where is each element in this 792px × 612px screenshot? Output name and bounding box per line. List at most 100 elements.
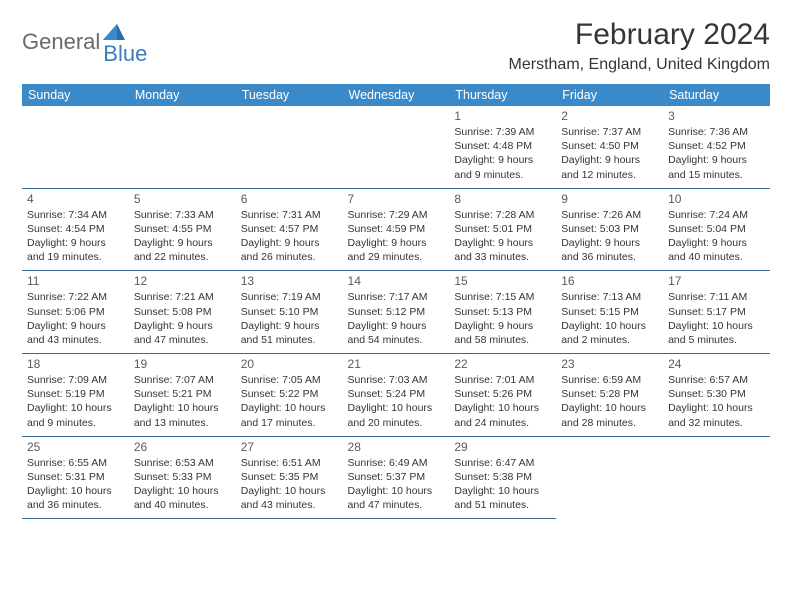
day-number: 25 [27, 440, 124, 454]
day-cell: 5 Sunrise: 7:33 AMSunset: 4:55 PMDaylight… [129, 188, 236, 271]
empty-cell [22, 106, 129, 188]
day-number: 23 [561, 357, 658, 371]
day-cell: 2 Sunrise: 7:37 AMSunset: 4:50 PMDaylight… [556, 106, 663, 188]
calendar-row: 1 Sunrise: 7:39 AMSunset: 4:48 PMDaylight… [22, 106, 770, 188]
day-cell: 29 Sunrise: 6:47 AMSunset: 5:38 PMDayligh… [449, 436, 556, 519]
col-saturday: Saturday [663, 84, 770, 106]
col-monday: Monday [129, 84, 236, 106]
day-info: Sunrise: 7:28 AMSunset: 5:01 PMDaylight:… [454, 208, 551, 265]
day-info: Sunrise: 6:47 AMSunset: 5:38 PMDaylight:… [454, 456, 551, 513]
day-info: Sunrise: 7:39 AMSunset: 4:48 PMDaylight:… [454, 125, 551, 182]
col-tuesday: Tuesday [236, 84, 343, 106]
day-info: Sunrise: 7:01 AMSunset: 5:26 PMDaylight:… [454, 373, 551, 430]
col-friday: Friday [556, 84, 663, 106]
day-info: Sunrise: 7:11 AMSunset: 5:17 PMDaylight:… [668, 290, 765, 347]
calendar-row: 25 Sunrise: 6:55 AMSunset: 5:31 PMDayligh… [22, 436, 770, 519]
day-number: 5 [134, 192, 231, 206]
empty-cell [129, 106, 236, 188]
day-number: 6 [241, 192, 338, 206]
day-cell: 18 Sunrise: 7:09 AMSunset: 5:19 PMDayligh… [22, 354, 129, 437]
day-number: 7 [348, 192, 445, 206]
day-cell: 15 Sunrise: 7:15 AMSunset: 5:13 PMDayligh… [449, 271, 556, 354]
day-info: Sunrise: 7:03 AMSunset: 5:24 PMDaylight:… [348, 373, 445, 430]
col-thursday: Thursday [449, 84, 556, 106]
day-number: 17 [668, 274, 765, 288]
day-info: Sunrise: 6:57 AMSunset: 5:30 PMDaylight:… [668, 373, 765, 430]
day-header-row: Sunday Monday Tuesday Wednesday Thursday… [22, 84, 770, 106]
day-number: 16 [561, 274, 658, 288]
day-number: 20 [241, 357, 338, 371]
empty-cell [556, 436, 663, 519]
day-info: Sunrise: 7:05 AMSunset: 5:22 PMDaylight:… [241, 373, 338, 430]
day-cell: 11 Sunrise: 7:22 AMSunset: 5:06 PMDayligh… [22, 271, 129, 354]
day-info: Sunrise: 7:22 AMSunset: 5:06 PMDaylight:… [27, 290, 124, 347]
location-text: Merstham, England, United Kingdom [509, 56, 770, 74]
day-info: Sunrise: 6:55 AMSunset: 5:31 PMDaylight:… [27, 456, 124, 513]
day-number: 24 [668, 357, 765, 371]
day-number: 22 [454, 357, 551, 371]
day-info: Sunrise: 7:21 AMSunset: 5:08 PMDaylight:… [134, 290, 231, 347]
day-cell: 16 Sunrise: 7:13 AMSunset: 5:15 PMDayligh… [556, 271, 663, 354]
day-number: 1 [454, 109, 551, 123]
day-info: Sunrise: 7:36 AMSunset: 4:52 PMDaylight:… [668, 125, 765, 182]
empty-cell [236, 106, 343, 188]
col-wednesday: Wednesday [343, 84, 450, 106]
day-number: 2 [561, 109, 658, 123]
day-info: Sunrise: 7:29 AMSunset: 4:59 PMDaylight:… [348, 208, 445, 265]
day-info: Sunrise: 7:37 AMSunset: 4:50 PMDaylight:… [561, 125, 658, 182]
day-cell: 23 Sunrise: 6:59 AMSunset: 5:28 PMDayligh… [556, 354, 663, 437]
day-cell: 22 Sunrise: 7:01 AMSunset: 5:26 PMDayligh… [449, 354, 556, 437]
day-cell: 1 Sunrise: 7:39 AMSunset: 4:48 PMDaylight… [449, 106, 556, 188]
month-title: February 2024 [509, 18, 770, 52]
day-number: 29 [454, 440, 551, 454]
day-info: Sunrise: 7:09 AMSunset: 5:19 PMDaylight:… [27, 373, 124, 430]
day-number: 10 [668, 192, 765, 206]
day-cell: 14Sunrise: 7:17 AMSunset: 5:12 PMDayligh… [343, 271, 450, 354]
day-number: 15 [454, 274, 551, 288]
day-number: 26 [134, 440, 231, 454]
empty-cell [663, 436, 770, 519]
day-number: 4 [27, 192, 124, 206]
day-cell: 21 Sunrise: 7:03 AMSunset: 5:24 PMDayligh… [343, 354, 450, 437]
day-cell: 24 Sunrise: 6:57 AMSunset: 5:30 PMDayligh… [663, 354, 770, 437]
logo: General Blue [22, 24, 169, 59]
day-info: Sunrise: 7:19 AMSunset: 5:10 PMDaylight:… [241, 290, 338, 347]
day-cell: 8Sunrise: 7:28 AMSunset: 5:01 PMDaylight… [449, 188, 556, 271]
day-number: 27 [241, 440, 338, 454]
day-info: Sunrise: 7:15 AMSunset: 5:13 PMDaylight:… [454, 290, 551, 347]
day-cell: 17 Sunrise: 7:11 AMSunset: 5:17 PMDayligh… [663, 271, 770, 354]
day-number: 19 [134, 357, 231, 371]
col-sunday: Sunday [22, 84, 129, 106]
day-number: 21 [348, 357, 445, 371]
day-number: 13 [241, 274, 338, 288]
day-info: Sunrise: 7:31 AMSunset: 4:57 PMDaylight:… [241, 208, 338, 265]
logo-text-blue: Blue [103, 41, 147, 67]
day-number: 28 [348, 440, 445, 454]
day-cell: 26 Sunrise: 6:53 AMSunset: 5:33 PMDayligh… [129, 436, 236, 519]
header: General Blue February 2024 Merstham, Eng… [22, 18, 770, 74]
day-info: Sunrise: 7:24 AMSunset: 5:04 PMDaylight:… [668, 208, 765, 265]
day-info: Sunrise: 7:07 AMSunset: 5:21 PMDaylight:… [134, 373, 231, 430]
day-info: Sunrise: 6:49 AMSunset: 5:37 PMDaylight:… [348, 456, 445, 513]
calendar-row: 4 Sunrise: 7:34 AMSunset: 4:54 PMDaylight… [22, 188, 770, 271]
empty-cell [343, 106, 450, 188]
day-cell: 13 Sunrise: 7:19 AMSunset: 5:10 PMDayligh… [236, 271, 343, 354]
day-info: Sunrise: 6:59 AMSunset: 5:28 PMDaylight:… [561, 373, 658, 430]
day-info: Sunrise: 7:13 AMSunset: 5:15 PMDaylight:… [561, 290, 658, 347]
day-info: Sunrise: 7:33 AMSunset: 4:55 PMDaylight:… [134, 208, 231, 265]
day-cell: 10 Sunrise: 7:24 AMSunset: 5:04 PMDayligh… [663, 188, 770, 271]
day-cell: 3 Sunrise: 7:36 AMSunset: 4:52 PMDaylight… [663, 106, 770, 188]
day-number: 3 [668, 109, 765, 123]
day-info: Sunrise: 6:53 AMSunset: 5:33 PMDaylight:… [134, 456, 231, 513]
day-number: 11 [27, 274, 124, 288]
day-number: 18 [27, 357, 124, 371]
day-cell: 25 Sunrise: 6:55 AMSunset: 5:31 PMDayligh… [22, 436, 129, 519]
day-cell: 27 Sunrise: 6:51 AMSunset: 5:35 PMDayligh… [236, 436, 343, 519]
day-cell: 7 Sunrise: 7:29 AMSunset: 4:59 PMDaylight… [343, 188, 450, 271]
day-cell: 12Sunrise: 7:21 AMSunset: 5:08 PMDayligh… [129, 271, 236, 354]
calendar-row: 11 Sunrise: 7:22 AMSunset: 5:06 PMDayligh… [22, 271, 770, 354]
day-number: 9 [561, 192, 658, 206]
calendar-table: Sunday Monday Tuesday Wednesday Thursday… [22, 84, 770, 519]
day-info: Sunrise: 7:34 AMSunset: 4:54 PMDaylight:… [27, 208, 124, 265]
day-info: Sunrise: 6:51 AMSunset: 5:35 PMDaylight:… [241, 456, 338, 513]
